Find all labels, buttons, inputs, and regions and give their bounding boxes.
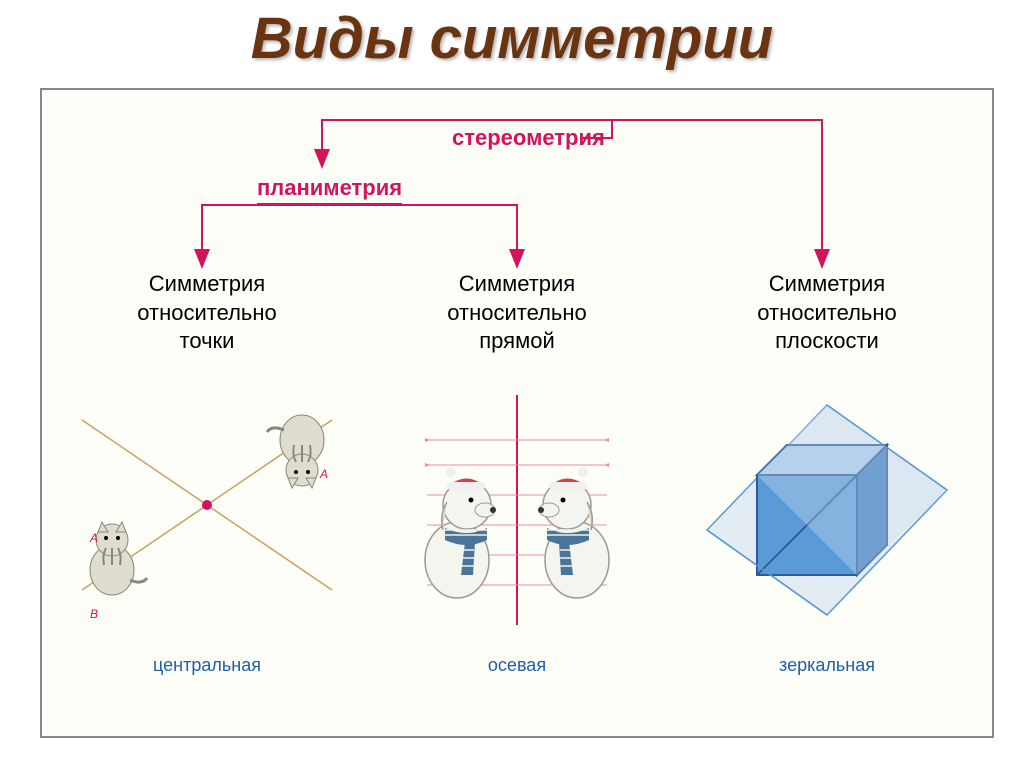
column-header-point: Симметрия относительно точки <box>62 270 352 356</box>
stereometry-label: стереометрия <box>452 125 605 151</box>
illustration-plane-symmetry <box>682 390 972 630</box>
caption-mirror: зеркальная <box>682 655 972 676</box>
column-header-plane: Симметрия относительно плоскости <box>682 270 972 356</box>
col2-line2: относительно <box>447 300 587 325</box>
svg-text:А: А <box>319 467 328 481</box>
content-frame: стереометрия планиметрия Симметрия относ… <box>40 88 994 738</box>
column-point: Симметрия относительно точки <box>62 270 352 356</box>
caption-axial: осевая <box>372 655 662 676</box>
illustration-point-symmetry: А А В <box>62 390 352 630</box>
col3-line2: относительно <box>757 300 897 325</box>
planimetry-label: планиметрия <box>257 175 402 204</box>
column-line: Симметрия относительно прямой <box>372 270 662 356</box>
col1-line1: Симметрия <box>149 271 265 296</box>
col1-line2: относительно <box>137 300 277 325</box>
column-plane: Симметрия относительно плоскости <box>682 270 972 356</box>
page-title: Виды симметрии <box>251 5 773 72</box>
svg-text:А: А <box>89 531 98 545</box>
col3-line3: плоскости <box>775 328 879 353</box>
col2-line3: прямой <box>479 328 554 353</box>
illustration-line-symmetry <box>372 390 662 630</box>
svg-text:В: В <box>90 607 98 621</box>
caption-central: центральная <box>62 655 352 676</box>
col3-line1: Симметрия <box>769 271 885 296</box>
column-header-line: Симметрия относительно прямой <box>372 270 662 356</box>
col1-line3: точки <box>180 328 235 353</box>
col2-line1: Симметрия <box>459 271 575 296</box>
